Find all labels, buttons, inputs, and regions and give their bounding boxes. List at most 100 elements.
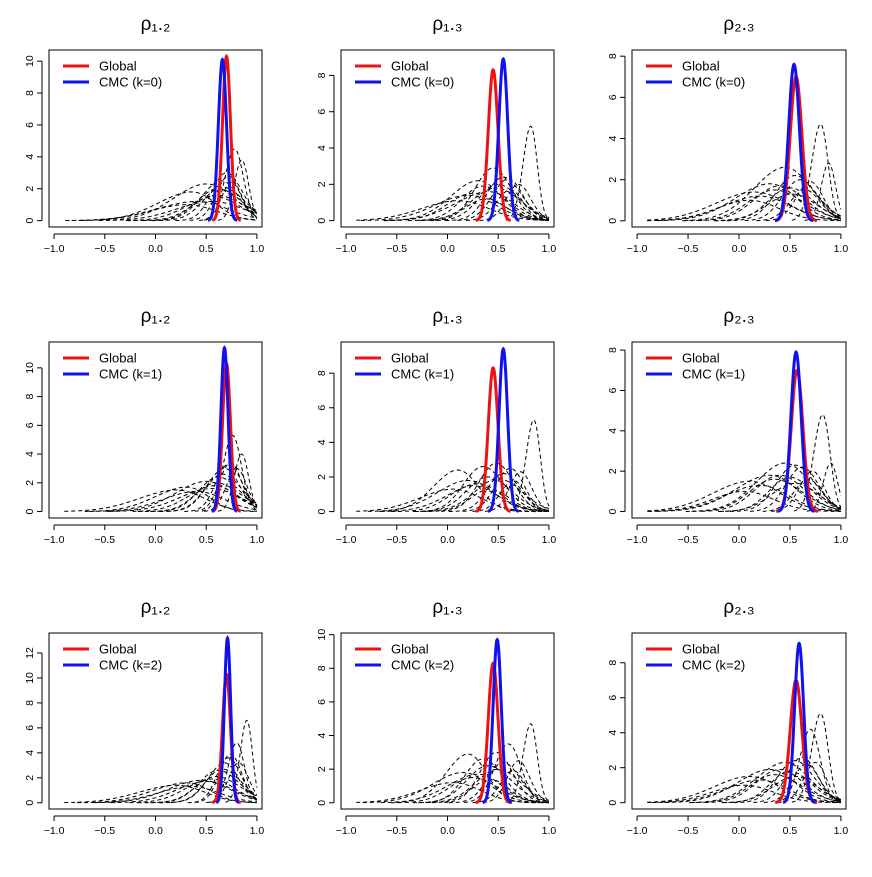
- cmc-line: [774, 62, 814, 223]
- subposterior-line-10: [64, 784, 257, 804]
- y-tick-label: 6: [607, 94, 619, 100]
- cmc-line: [211, 345, 238, 513]
- x-tick-label: −1.0: [627, 243, 648, 255]
- panel-title: ρ₁.₃: [432, 306, 462, 327]
- subposterior-line-2: [729, 464, 842, 512]
- y-tick-label: 0: [316, 218, 328, 224]
- plot-frame: [631, 49, 847, 228]
- y-tick-label: 2: [607, 177, 619, 183]
- subposterior-line-3: [753, 756, 842, 803]
- plot-frame: [48, 632, 263, 810]
- subposterior-line-12: [472, 770, 549, 804]
- x-tick-label: −1.0: [627, 825, 648, 837]
- subposterior-line-6: [791, 712, 842, 803]
- y-axis: 0 2 4 6 8: [607, 347, 626, 514]
- subposterior-line-14: [428, 488, 549, 512]
- legend-global-label: Global: [99, 642, 137, 657]
- cmc-line: [215, 635, 240, 804]
- legend-global-label: Global: [391, 351, 429, 366]
- subposterior-line-10: [356, 488, 549, 513]
- legend-global-label: Global: [99, 351, 137, 366]
- subposterior-line-3: [462, 467, 550, 512]
- y-axis: 0 2 4 6 8: [316, 72, 335, 224]
- legend-global-label: Global: [682, 642, 720, 657]
- subposterior-line-5: [137, 482, 258, 513]
- subposterior-line-9: [194, 753, 258, 803]
- x-tick-label: 0.0: [732, 534, 747, 546]
- subposterior-line-11: [159, 768, 258, 804]
- subposterior-line-0: [379, 469, 537, 513]
- legend-global-label: Global: [391, 642, 429, 657]
- subposterior-line-13: [391, 777, 549, 804]
- subposterior-line-14: [83, 786, 257, 804]
- subposterior-line-9: [445, 176, 550, 222]
- subposterior-line-7: [479, 183, 550, 221]
- x-tick-label: 1.0: [834, 243, 849, 255]
- legend-global-label: Global: [99, 59, 137, 74]
- y-tick-label: 2: [316, 474, 328, 480]
- panel-title: ρ₁.₂: [141, 306, 171, 327]
- x-tick-label: 0.5: [199, 243, 214, 255]
- global-line: [475, 67, 511, 222]
- y-tick-label: 6: [316, 109, 328, 115]
- plot-frame: [340, 341, 555, 519]
- cmc-line: [207, 57, 238, 222]
- subposterior-line-8: [94, 779, 258, 804]
- y-axis: 0 2 4 6 8: [607, 660, 626, 806]
- y-tick-label: 6: [24, 725, 36, 731]
- y-tick-label: 2: [607, 468, 619, 474]
- subposterior-line-11: [685, 478, 841, 512]
- x-axis: −1.0 −0.5 0.0 0.5 1.0: [44, 233, 264, 255]
- subposterior-line-3: [464, 743, 549, 803]
- y-tick-label: 6: [316, 405, 328, 411]
- y-tick-label: 6: [607, 387, 619, 393]
- y-tick-label: 10: [24, 55, 36, 67]
- subposterior-line-8: [380, 483, 549, 512]
- subposterior-group: [647, 414, 842, 512]
- panel-title: ρ₁.₃: [432, 14, 462, 35]
- subposterior-line-10: [64, 489, 257, 512]
- x-tick-label: −0.5: [386, 534, 407, 546]
- plot-frame: [631, 341, 847, 519]
- subposterior-line-11: [426, 768, 550, 804]
- x-tick-label: 1.0: [834, 534, 849, 546]
- y-tick-label: 2: [24, 480, 36, 486]
- subposterior-line-6: [793, 414, 842, 512]
- subposterior-line-5: [698, 185, 841, 222]
- subposterior-line-10: [356, 782, 549, 804]
- subposterior-line-11: [152, 186, 258, 222]
- panel-title: ρ₂.₃: [723, 597, 754, 618]
- y-tick-label: 0: [24, 218, 36, 224]
- y-tick-label: 4: [24, 154, 36, 160]
- x-tick-label: −0.5: [678, 825, 699, 837]
- subposterior-line-7: [806, 462, 842, 512]
- subposterior-line-3: [744, 179, 842, 222]
- y-tick-label: 8: [607, 347, 619, 353]
- global-line: [475, 365, 511, 513]
- y-tick-label: 4: [607, 730, 619, 736]
- plot-frame: [48, 341, 263, 519]
- subposterior-line-13: [384, 192, 549, 222]
- subposterior-group: [647, 712, 842, 804]
- subposterior-line-8: [380, 773, 549, 804]
- x-tick-label: 0.0: [440, 243, 455, 255]
- subposterior-line-14: [647, 199, 841, 222]
- subposterior-line-10: [65, 200, 258, 222]
- subposterior-line-2: [170, 762, 258, 804]
- subposterior-line-0: [684, 166, 842, 222]
- y-tick-label: 2: [24, 186, 36, 192]
- subposterior-line-13: [391, 485, 549, 513]
- legend-cmc-label: CMC (k=0): [391, 75, 454, 90]
- y-tick-label: 4: [24, 750, 36, 756]
- x-axis: −1.0 −0.5 0.0 0.5 1.0: [44, 815, 264, 837]
- subposterior-line-13: [723, 775, 842, 804]
- y-axis: 0 2 4 6 8 10 12: [24, 647, 43, 806]
- subposterior-line-2: [440, 462, 549, 512]
- y-tick-label: 4: [607, 135, 619, 141]
